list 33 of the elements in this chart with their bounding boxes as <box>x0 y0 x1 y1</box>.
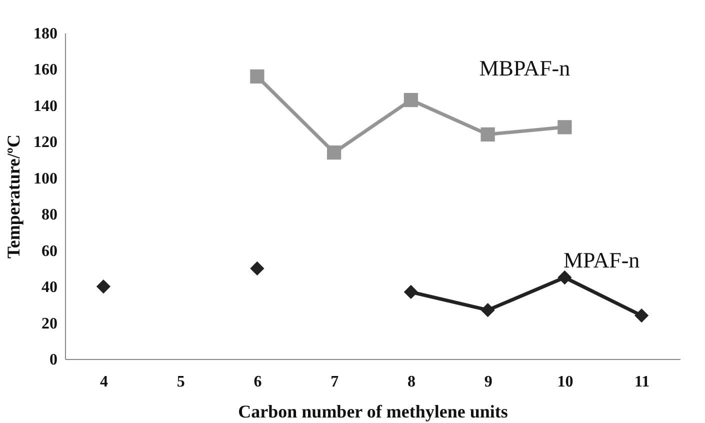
y-tick-label: 20 <box>42 315 58 332</box>
point <box>404 92 418 108</box>
y-tick-label: 120 <box>34 134 58 152</box>
y-tick-label: 80 <box>42 206 58 224</box>
y-tick-label: 180 <box>34 26 58 42</box>
series-label: MBPAF-n <box>479 55 570 80</box>
x-tick-label: 6 <box>254 374 262 390</box>
x-tick-label: 11 <box>634 374 650 390</box>
point <box>634 308 649 323</box>
x-tick-label: 10 <box>557 374 574 390</box>
x-tick-label: 8 <box>407 374 416 390</box>
point <box>96 279 111 294</box>
x-axis-title: Carbon number of methylene units <box>238 402 508 422</box>
series-label: MPAF-n <box>563 247 640 272</box>
y-tick-label: 40 <box>42 279 58 296</box>
x-tick-label: 5 <box>176 374 185 390</box>
y-tick-label: 160 <box>34 62 58 79</box>
y-tick-label: 140 <box>34 98 58 115</box>
y-axis-title: Temperature/ºC <box>4 134 24 258</box>
point <box>558 120 572 134</box>
point <box>326 145 342 160</box>
point <box>558 270 572 285</box>
x-tick-label: 9 <box>484 374 492 390</box>
point <box>480 303 495 318</box>
y-tick-label: 60 <box>42 242 58 260</box>
point <box>250 261 264 276</box>
point <box>250 69 264 84</box>
point <box>404 284 418 300</box>
point <box>480 127 495 142</box>
x-tick-label: 4 <box>100 374 108 390</box>
x-tick-label: 7 <box>330 374 339 390</box>
y-tick-label: 0 <box>50 352 58 368</box>
y-tick-label: 100 <box>34 170 58 188</box>
